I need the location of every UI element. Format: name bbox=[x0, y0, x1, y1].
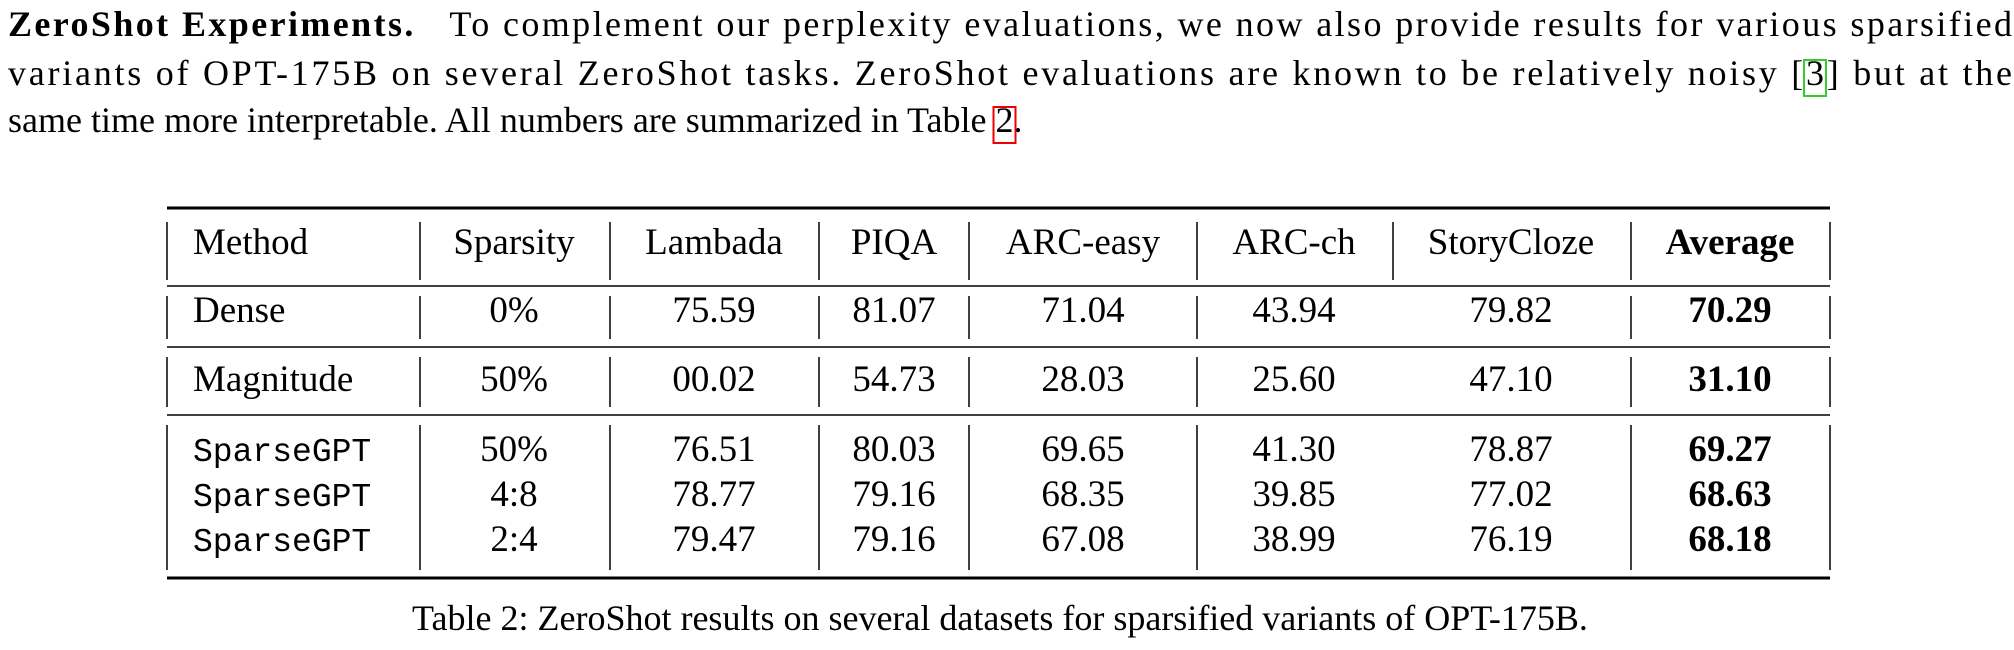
table-cell: 69.27 bbox=[1688, 429, 1771, 470]
paragraph-text: . bbox=[1014, 100, 1023, 140]
table-cell: 76.51 bbox=[672, 429, 755, 470]
citation[interactable]: 3 bbox=[1806, 53, 1824, 93]
header-cell: Sparsity bbox=[453, 222, 575, 263]
table-cell: 28.03 bbox=[1041, 359, 1124, 400]
table-cell: SparseGPT bbox=[193, 524, 371, 561]
paragraph-heading: ZeroShot Experiments. bbox=[8, 4, 413, 44]
table-cell: 79.47 bbox=[672, 519, 755, 560]
table-cell: 41.30 bbox=[1252, 429, 1335, 470]
table-cell: 79.16 bbox=[852, 474, 935, 515]
table-cell: 76.19 bbox=[1469, 519, 1552, 560]
paragraph-line: same time more interpretable. All number… bbox=[8, 100, 1023, 140]
table-cell: SparseGPT bbox=[193, 479, 371, 516]
header-cell: Average bbox=[1666, 222, 1795, 263]
table-cell: 77.02 bbox=[1469, 474, 1552, 515]
table-cell: 68.35 bbox=[1041, 474, 1124, 515]
table-cell: 68.18 bbox=[1688, 519, 1771, 560]
table-ref[interactable]: 2 bbox=[996, 100, 1014, 140]
table-cell: 43.94 bbox=[1252, 290, 1335, 331]
header-cell: Method bbox=[193, 222, 309, 263]
table-cell: 50% bbox=[480, 359, 548, 400]
table-cell: 50% bbox=[480, 429, 548, 470]
table-cell: 67.08 bbox=[1041, 519, 1124, 560]
table-cell: 47.10 bbox=[1469, 359, 1552, 400]
table-cell: 00.02 bbox=[672, 359, 755, 400]
ref-box bbox=[1802, 59, 1827, 97]
table-cell: 0% bbox=[489, 290, 538, 331]
paragraph-text: same time more interpretable. All number… bbox=[8, 100, 996, 140]
table-cell: 2:4 bbox=[490, 519, 537, 560]
ref-box bbox=[992, 106, 1017, 144]
table-cell: 25.60 bbox=[1252, 359, 1335, 400]
table-cell: 71.04 bbox=[1041, 290, 1124, 331]
table-cell: 79.16 bbox=[852, 519, 935, 560]
paragraph-text: variants of OPT-175B on several ZeroShot… bbox=[8, 53, 1803, 93]
table-cell: SparseGPT bbox=[193, 434, 371, 471]
table-cell: Magnitude bbox=[193, 359, 353, 400]
table-cell: 54.73 bbox=[852, 359, 935, 400]
header-cell: PIQA bbox=[851, 222, 938, 263]
table-cell: 79.82 bbox=[1469, 290, 1552, 331]
table-cell: 75.59 bbox=[672, 290, 755, 331]
table-cell: 31.10 bbox=[1688, 359, 1771, 400]
table-cell: 38.99 bbox=[1252, 519, 1335, 560]
table-cell: 4:8 bbox=[490, 474, 537, 515]
paragraph-text: ] but at the bbox=[1827, 53, 2012, 93]
table-cell: 80.03 bbox=[852, 429, 935, 470]
table-cell: 78.87 bbox=[1469, 429, 1552, 470]
header-cell: Lambada bbox=[645, 222, 783, 263]
header-cell: ARC-ch bbox=[1232, 222, 1356, 263]
table-cell: Dense bbox=[193, 290, 285, 331]
table-caption: Table 2: ZeroShot results on several dat… bbox=[412, 598, 1588, 638]
table-cell: 69.65 bbox=[1041, 429, 1124, 470]
table-cell: 81.07 bbox=[852, 290, 935, 331]
paragraph-line: variants of OPT-175B on several ZeroShot… bbox=[8, 53, 2012, 93]
paragraph-text: To complement our perplexity evaluations… bbox=[416, 4, 2012, 44]
header-cell: StoryCloze bbox=[1428, 222, 1594, 263]
table-cell: 68.63 bbox=[1688, 474, 1771, 515]
table-cell: 70.29 bbox=[1688, 290, 1771, 331]
paragraph-line: ZeroShot Experiments. To complement our … bbox=[8, 4, 2012, 44]
table-cell: 39.85 bbox=[1252, 474, 1335, 515]
table-cell: 78.77 bbox=[672, 474, 755, 515]
header-cell: ARC-easy bbox=[1006, 222, 1161, 263]
